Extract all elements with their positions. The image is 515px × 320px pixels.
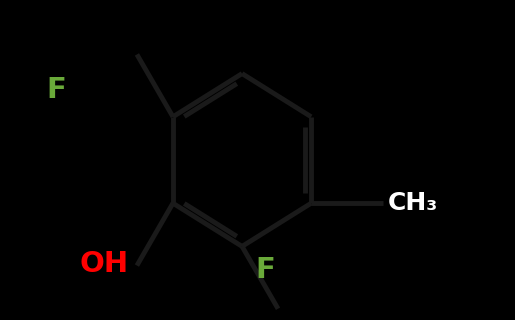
Text: CH₃: CH₃	[388, 191, 438, 215]
Text: F: F	[255, 256, 275, 284]
Text: OH: OH	[80, 250, 129, 278]
Text: F: F	[46, 76, 66, 104]
